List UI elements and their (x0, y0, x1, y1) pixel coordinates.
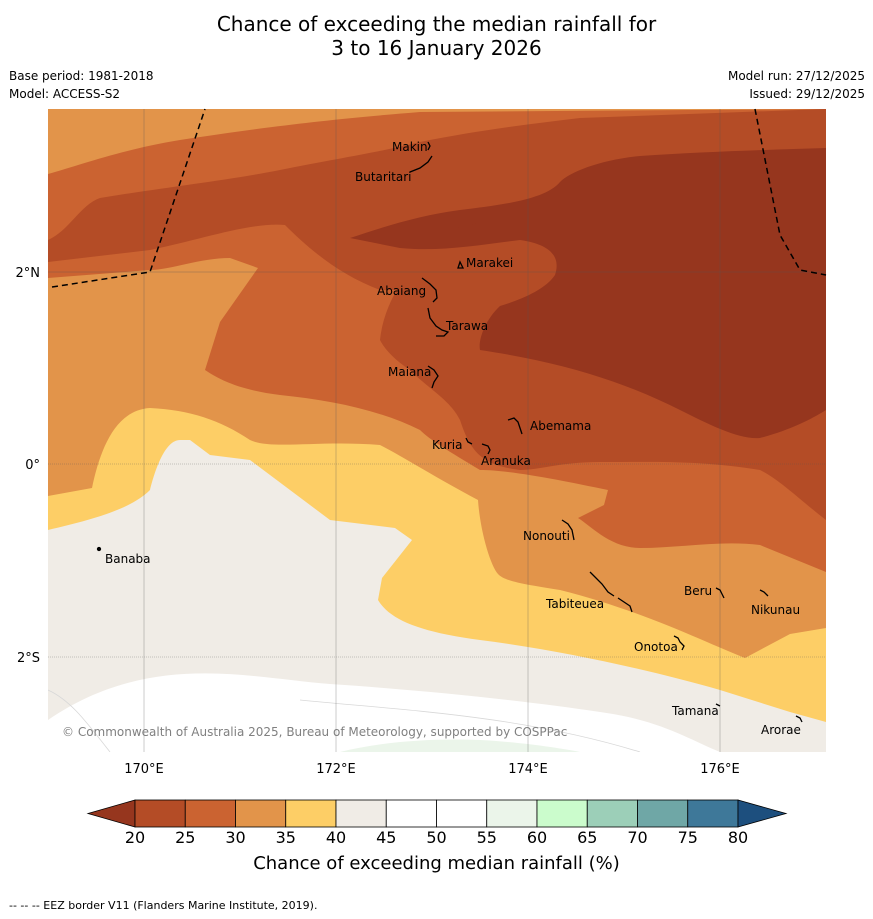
place-nikunau: Nikunau (751, 603, 800, 617)
colorbar-tick-label: 60 (526, 828, 548, 847)
colorbar-segment (385, 799, 437, 828)
colorbar-segment (134, 799, 186, 828)
lon-label-176: 176°E (700, 762, 740, 777)
place-abaiang: Abaiang (377, 284, 426, 298)
place-tarawa: Tarawa (445, 319, 488, 333)
lon-label-172: 172°E (316, 762, 356, 777)
place-aranuka: Aranuka (481, 454, 531, 468)
band-55-60 (340, 739, 580, 752)
meta-right: Model run: 27/12/2025 Issued: 29/12/2025 (728, 67, 865, 103)
colorbar-high-extend (737, 799, 788, 828)
place-tabiteuea: Tabiteuea (545, 597, 604, 611)
title-line-2: 3 to 16 January 2026 (331, 36, 542, 60)
place-arorae: Arorae (761, 723, 801, 737)
colorbar-tick-label: 45 (376, 828, 397, 847)
colorbar-tick-label: 70 (627, 828, 648, 847)
place-labels: Makin Butaritari Marakei Abaiang Tarawa … (105, 140, 801, 737)
place-kuria: Kuria (432, 438, 463, 452)
footnote: -- -- -- EEZ border V11 (Flanders Marine… (9, 899, 318, 912)
meta-left: Base period: 1981-2018 Model: ACCESS-S2 (9, 67, 154, 103)
model-run: Model run: 27/12/2025 (727, 69, 865, 83)
colorbar (86, 799, 788, 828)
colorbar-tick-label: 55 (476, 828, 497, 847)
contour-line (48, 689, 641, 752)
place-beru: Beru (684, 584, 712, 598)
colorbar-segment (536, 799, 588, 828)
title-line-1: Chance of exceeding the median rainfall … (216, 12, 657, 36)
colorbar-segment (687, 799, 739, 828)
colorbar-tick-label: 20 (124, 828, 146, 847)
model-name: Model: ACCESS-S2 (9, 87, 121, 101)
chart-title: Chance of exceeding the median rainfall … (0, 12, 873, 60)
colorbar-segment (436, 799, 488, 828)
colorbar-tick-label: 30 (225, 828, 246, 847)
colorbar-segment (235, 799, 287, 828)
issued-date: Issued: 29/12/2025 (749, 87, 865, 101)
colorbar-tick-label: 35 (275, 828, 296, 847)
place-butaritari: Butaritari (355, 170, 412, 184)
colorbar-tick-label: 65 (577, 828, 598, 847)
place-nonouti: Nonouti (523, 529, 570, 543)
place-banaba: Banaba (105, 552, 151, 566)
lat-label-0: 0° (25, 458, 40, 473)
place-onotoa: Onotoa (634, 640, 678, 654)
colorbar-segment (335, 799, 387, 828)
map-field (48, 109, 826, 752)
band-below-20-patch (395, 218, 480, 230)
colorbar-tick-label: 50 (426, 828, 447, 847)
copyright-text: © Commonwealth of Australia 2025, Bureau… (62, 725, 567, 739)
colorbar-segment (586, 799, 638, 828)
base-period: Base period: 1981-2018 (9, 69, 154, 83)
lat-label-2s: 2°S (17, 651, 40, 666)
lon-label-174: 174°E (508, 762, 548, 777)
axis-labels: 2°N 0° 2°S 170°E 172°E 174°E 176°E (16, 266, 740, 777)
place-makin: Makin (392, 140, 428, 154)
lat-label-2n: 2°N (16, 266, 41, 281)
lon-label-170: 170°E (124, 762, 164, 777)
colorbar-low-extend (86, 799, 136, 828)
colorbar-title: Chance of exceeding median rainfall (%) (253, 853, 620, 874)
eez-border (51, 108, 827, 288)
colorbar-tick-label: 75 (677, 828, 698, 847)
gridlines (48, 109, 826, 752)
islands (96, 141, 803, 723)
place-maiana: Maiana (388, 365, 431, 379)
place-marakei: Marakei (466, 256, 513, 270)
colorbar-segment (184, 799, 236, 828)
colorbar-segment (486, 799, 538, 828)
colorbar-tick-label: 80 (727, 828, 749, 847)
colorbar-tick-label: 40 (325, 828, 347, 847)
colorbar-segment (285, 799, 337, 828)
place-abemama: Abemama (530, 419, 591, 433)
colorbar-tick-label: 25 (175, 828, 196, 847)
place-tamana: Tamana (671, 704, 719, 718)
colorbar-segment (637, 799, 689, 828)
